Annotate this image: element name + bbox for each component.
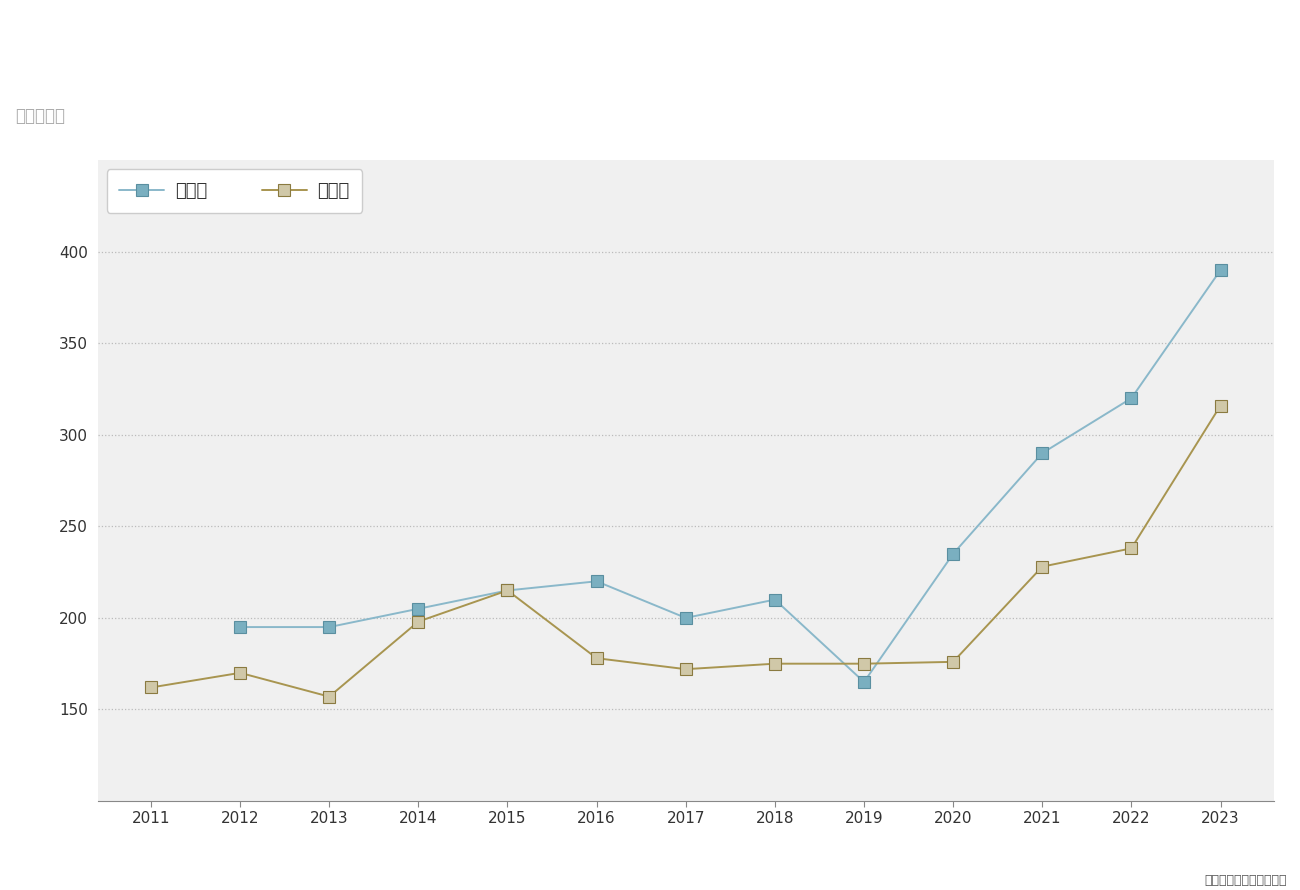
京都市	[1035, 562, 1050, 572]
京都市	[321, 692, 337, 702]
下京区	[945, 548, 961, 559]
下京区	[1213, 264, 1228, 275]
下京区	[1123, 392, 1139, 403]
京都市	[499, 585, 515, 595]
京都市	[411, 616, 426, 627]
京都市	[679, 664, 694, 675]
Text: 単位：万円: 単位：万円	[16, 107, 65, 125]
Line: 京都市: 京都市	[144, 400, 1227, 703]
下京区	[499, 585, 515, 595]
下京区	[1035, 448, 1050, 458]
京都市	[767, 659, 783, 669]
京都市	[857, 659, 872, 669]
下京区	[767, 595, 783, 605]
京都市	[143, 682, 159, 692]
下京区	[411, 603, 426, 614]
京都市	[1213, 400, 1228, 411]
Text: 京都市と下京区の新築分譲マンション価格（坪単価）の推移: 京都市と下京区の新築分譲マンション価格（坪単価）の推移	[16, 31, 464, 59]
京都市	[1123, 543, 1139, 554]
下京区	[233, 622, 248, 633]
下京区	[321, 622, 337, 633]
下京区	[857, 676, 872, 687]
京都市	[233, 668, 248, 678]
下京区	[589, 576, 604, 587]
下京区	[679, 612, 694, 623]
Legend: 下京区, 京都市: 下京区, 京都市	[107, 169, 363, 213]
京都市	[589, 653, 604, 664]
Line: 下京区: 下京区	[234, 263, 1227, 688]
Text: 出典：不動産経済研究所: 出典：不動産経済研究所	[1205, 874, 1287, 887]
京都市	[945, 657, 961, 668]
